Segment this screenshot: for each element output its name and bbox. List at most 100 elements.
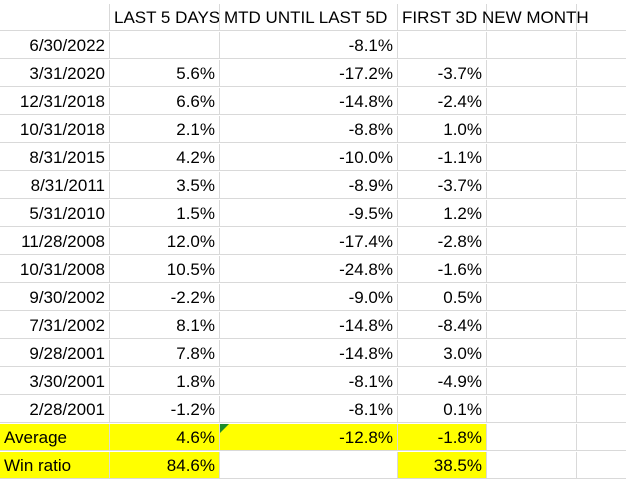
date-cell[interactable]: 8/31/2011 bbox=[0, 172, 110, 199]
empty-cell[interactable] bbox=[487, 284, 577, 311]
empty-cell[interactable] bbox=[487, 200, 577, 227]
empty-cell[interactable] bbox=[487, 340, 577, 367]
empty-cell[interactable] bbox=[487, 88, 577, 115]
empty-cell[interactable] bbox=[577, 172, 626, 199]
last-5-days-cell[interactable]: -1.2% bbox=[110, 396, 220, 423]
date-cell[interactable]: 2/28/2001 bbox=[0, 396, 110, 423]
mtd-until-last-5d-cell[interactable]: -8.1% bbox=[220, 368, 398, 395]
last-5-days-cell[interactable]: 12.0% bbox=[110, 228, 220, 255]
date-cell[interactable]: 7/31/2002 bbox=[0, 312, 110, 339]
mtd-until-last-5d-cell[interactable]: -8.1% bbox=[220, 32, 398, 59]
date-cell[interactable]: 8/31/2015 bbox=[0, 144, 110, 171]
empty-cell[interactable] bbox=[577, 340, 626, 367]
date-cell[interactable]: 3/31/2020 bbox=[0, 60, 110, 87]
first-3d-new-month-cell[interactable]: -3.7% bbox=[398, 172, 487, 199]
mtd-until-last-5d-cell[interactable]: -24.8% bbox=[220, 256, 398, 283]
empty-cell[interactable] bbox=[577, 256, 626, 283]
last-5-days-cell[interactable]: 1.5% bbox=[110, 200, 220, 227]
mtd-until-last-5d-cell[interactable]: -9.0% bbox=[220, 284, 398, 311]
empty-cell[interactable] bbox=[487, 256, 577, 283]
date-cell[interactable]: 3/30/2001 bbox=[0, 368, 110, 395]
last-5-days-cell[interactable] bbox=[110, 32, 220, 59]
last-5-days-cell[interactable]: 1.8% bbox=[110, 368, 220, 395]
first-3d-new-month-cell[interactable]: 0.1% bbox=[398, 396, 487, 423]
last-5-days-cell[interactable]: 2.1% bbox=[110, 116, 220, 143]
empty-cell[interactable] bbox=[487, 396, 577, 423]
date-cell[interactable]: 6/30/2022 bbox=[0, 32, 110, 59]
first-3d-new-month-cell[interactable]: -8.4% bbox=[398, 312, 487, 339]
date-cell[interactable]: 9/30/2002 bbox=[0, 284, 110, 311]
last-5-days-cell[interactable]: 4.6% bbox=[110, 424, 220, 451]
empty-cell[interactable] bbox=[577, 32, 626, 59]
date-cell[interactable]: 11/28/2008 bbox=[0, 228, 110, 255]
mtd-until-last-5d-cell[interactable]: -12.8% bbox=[220, 424, 398, 451]
mtd-until-last-5d-cell[interactable]: -8.9% bbox=[220, 172, 398, 199]
last-5-days-cell[interactable]: 4.2% bbox=[110, 144, 220, 171]
first-3d-new-month-cell[interactable]: -2.4% bbox=[398, 88, 487, 115]
date-cell[interactable]: 10/31/2018 bbox=[0, 116, 110, 143]
first-3d-new-month-cell[interactable]: 38.5% bbox=[398, 452, 487, 479]
empty-cell[interactable] bbox=[577, 200, 626, 227]
empty-cell[interactable] bbox=[577, 144, 626, 171]
empty-cell[interactable] bbox=[487, 4, 577, 31]
empty-cell[interactable] bbox=[577, 60, 626, 87]
empty-cell[interactable] bbox=[487, 452, 577, 479]
empty-cell[interactable] bbox=[577, 312, 626, 339]
empty-cell[interactable] bbox=[577, 88, 626, 115]
empty-cell[interactable] bbox=[577, 116, 626, 143]
last-5-days-cell[interactable]: 6.6% bbox=[110, 88, 220, 115]
mtd-until-last-5d-cell[interactable]: -14.8% bbox=[220, 312, 398, 339]
date-cell[interactable]: 10/31/2008 bbox=[0, 256, 110, 283]
empty-cell[interactable] bbox=[577, 284, 626, 311]
date-cell[interactable]: 5/31/2010 bbox=[0, 200, 110, 227]
mtd-until-last-5d-cell[interactable]: -17.2% bbox=[220, 60, 398, 87]
summary-label-cell[interactable]: Average bbox=[0, 424, 110, 451]
mtd-until-last-5d-cell[interactable]: -14.8% bbox=[220, 340, 398, 367]
empty-cell[interactable] bbox=[487, 172, 577, 199]
empty-cell[interactable] bbox=[487, 32, 577, 59]
last-5-days-cell[interactable]: 8.1% bbox=[110, 312, 220, 339]
header-cell-first-3d-new-month[interactable]: FIRST 3D NEW MONTH bbox=[398, 4, 589, 31]
first-3d-new-month-cell[interactable]: -1.8% bbox=[398, 424, 487, 451]
last-5-days-cell[interactable]: -2.2% bbox=[110, 284, 220, 311]
empty-cell[interactable] bbox=[577, 228, 626, 255]
header-cell-mtd-until-last-5d[interactable]: MTD UNTIL LAST 5D bbox=[220, 4, 398, 31]
date-cell[interactable]: 9/28/2001 bbox=[0, 340, 110, 367]
mtd-until-last-5d-cell[interactable]: -8.1% bbox=[220, 396, 398, 423]
empty-cell[interactable] bbox=[577, 4, 626, 31]
empty-cell[interactable] bbox=[577, 452, 626, 479]
mtd-until-last-5d-cell[interactable]: -17.4% bbox=[220, 228, 398, 255]
empty-cell[interactable] bbox=[577, 424, 626, 451]
mtd-until-last-5d-cell[interactable]: -8.8% bbox=[220, 116, 398, 143]
header-cell-last-5-days[interactable]: LAST 5 DAYS bbox=[110, 4, 220, 31]
first-3d-new-month-cell[interactable]: 1.2% bbox=[398, 200, 487, 227]
date-cell[interactable]: 12/31/2018 bbox=[0, 88, 110, 115]
empty-cell[interactable] bbox=[487, 368, 577, 395]
empty-cell[interactable] bbox=[577, 396, 626, 423]
first-3d-new-month-cell[interactable]: -3.7% bbox=[398, 60, 487, 87]
header-cell-date[interactable] bbox=[0, 4, 110, 31]
empty-cell[interactable] bbox=[487, 116, 577, 143]
last-5-days-cell[interactable]: 3.5% bbox=[110, 172, 220, 199]
empty-cell[interactable] bbox=[577, 368, 626, 395]
first-3d-new-month-cell[interactable] bbox=[398, 32, 487, 59]
first-3d-new-month-cell[interactable]: 0.5% bbox=[398, 284, 487, 311]
first-3d-new-month-cell[interactable]: -1.1% bbox=[398, 144, 487, 171]
mtd-until-last-5d-cell[interactable]: -14.8% bbox=[220, 88, 398, 115]
last-5-days-cell[interactable]: 10.5% bbox=[110, 256, 220, 283]
first-3d-new-month-cell[interactable]: -2.8% bbox=[398, 228, 487, 255]
first-3d-new-month-cell[interactable]: -1.6% bbox=[398, 256, 487, 283]
last-5-days-cell[interactable]: 84.6% bbox=[110, 452, 220, 479]
empty-cell[interactable] bbox=[487, 60, 577, 87]
last-5-days-cell[interactable]: 7.8% bbox=[110, 340, 220, 367]
first-3d-new-month-cell[interactable]: -4.9% bbox=[398, 368, 487, 395]
last-5-days-cell[interactable]: 5.6% bbox=[110, 60, 220, 87]
summary-label-cell[interactable]: Win ratio bbox=[0, 452, 110, 479]
empty-cell[interactable] bbox=[487, 144, 577, 171]
empty-cell[interactable] bbox=[487, 228, 577, 255]
mtd-until-last-5d-cell[interactable] bbox=[220, 452, 398, 479]
empty-cell[interactable] bbox=[487, 424, 577, 451]
mtd-until-last-5d-cell[interactable]: -9.5% bbox=[220, 200, 398, 227]
mtd-until-last-5d-cell[interactable]: -10.0% bbox=[220, 144, 398, 171]
first-3d-new-month-cell[interactable]: 1.0% bbox=[398, 116, 487, 143]
